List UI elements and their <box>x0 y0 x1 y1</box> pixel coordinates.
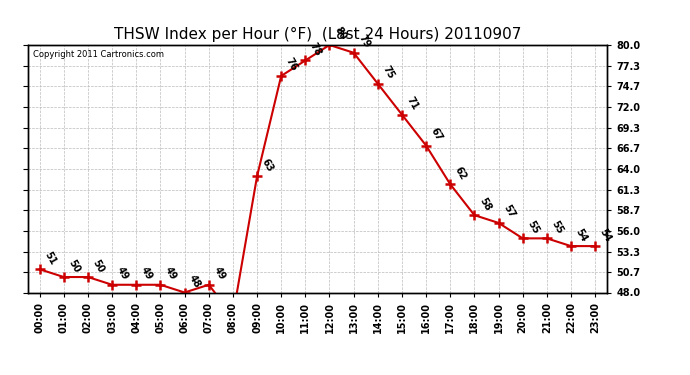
Title: THSW Index per Hour (°F)  (Last 24 Hours) 20110907: THSW Index per Hour (°F) (Last 24 Hours)… <box>114 27 521 42</box>
Text: 50: 50 <box>91 258 106 274</box>
Text: 49: 49 <box>212 265 227 282</box>
Text: 55: 55 <box>550 219 565 236</box>
Text: 55: 55 <box>526 219 541 236</box>
Text: 49: 49 <box>139 265 155 282</box>
Text: 48: 48 <box>188 273 203 290</box>
Text: 80: 80 <box>333 26 348 42</box>
Text: 76: 76 <box>284 57 299 73</box>
Text: 57: 57 <box>502 203 517 220</box>
Text: 71: 71 <box>405 95 420 112</box>
Text: 49: 49 <box>115 265 130 282</box>
Text: Copyright 2011 Cartronics.com: Copyright 2011 Cartronics.com <box>33 50 164 59</box>
Text: 78: 78 <box>308 41 324 58</box>
Text: 50: 50 <box>67 258 82 274</box>
Text: 54: 54 <box>574 226 589 243</box>
Text: 62: 62 <box>453 165 469 182</box>
Text: 75: 75 <box>381 64 396 81</box>
Text: 79: 79 <box>357 33 372 50</box>
Text: 58: 58 <box>477 196 493 212</box>
Text: 45: 45 <box>0 374 1 375</box>
Text: 51: 51 <box>43 250 58 267</box>
Text: 63: 63 <box>260 157 275 174</box>
Text: 67: 67 <box>429 126 444 143</box>
Text: 49: 49 <box>164 265 179 282</box>
Text: 54: 54 <box>598 226 613 243</box>
